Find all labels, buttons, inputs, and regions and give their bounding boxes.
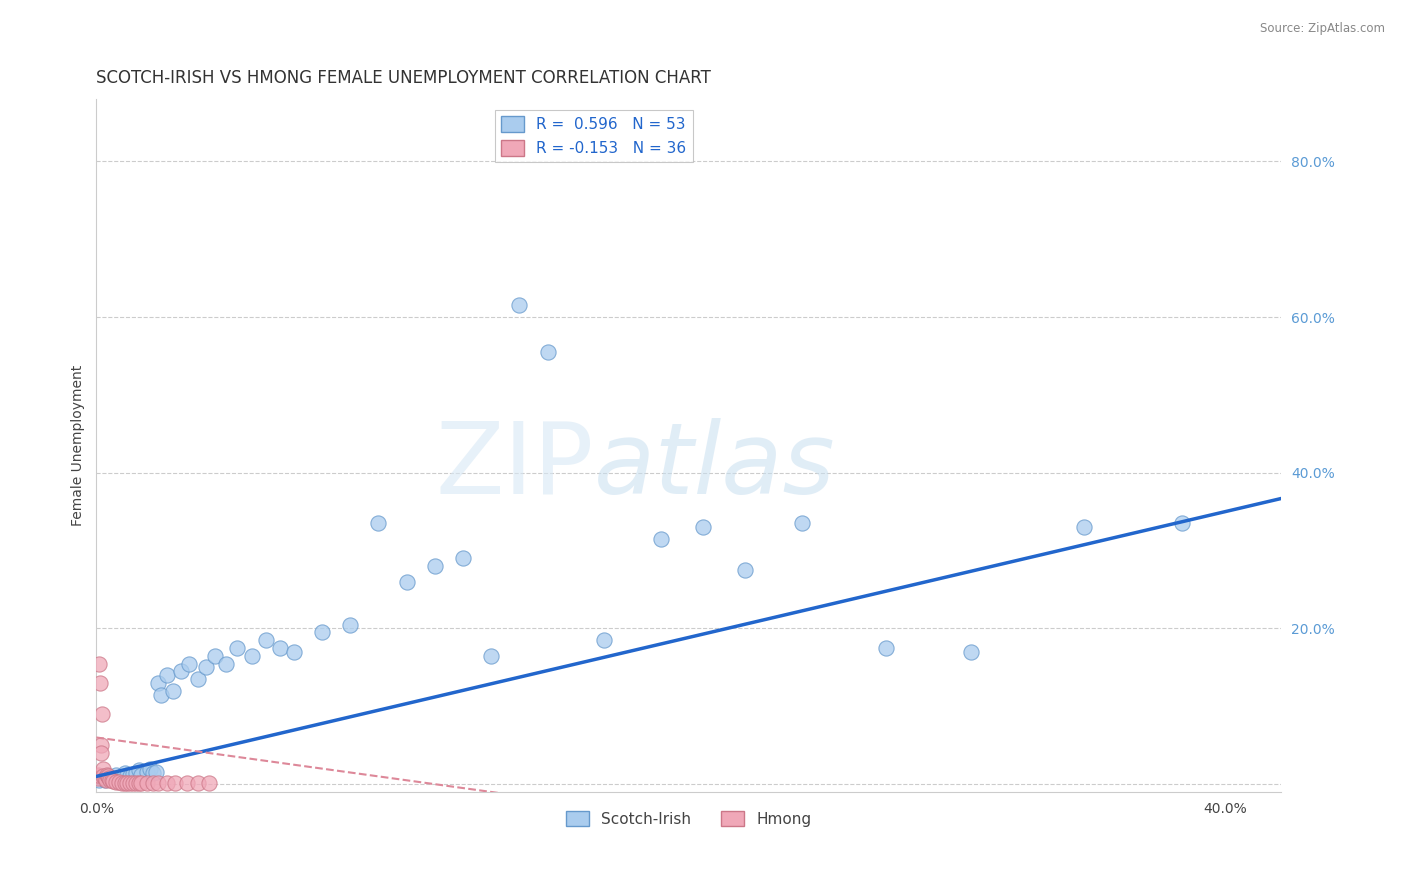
Point (367, 516, 389, 531)
Point (136, 775, 159, 789)
Point (187, 672, 209, 686)
Point (90, 738, 112, 752)
Point (187, 775, 209, 789)
Legend: Scotch-Irish, Hmong: Scotch-Irish, Hmong (560, 805, 818, 833)
Point (650, 532, 672, 546)
Point (114, 765, 136, 780)
Point (198, 775, 221, 789)
Point (240, 648, 263, 663)
Point (122, 767, 145, 781)
Point (148, 676, 170, 690)
Point (128, 763, 150, 777)
Point (98, 771, 121, 785)
Point (593, 633, 616, 648)
Point (311, 625, 333, 640)
Point (103, 774, 125, 789)
Point (692, 520, 714, 534)
Y-axis label: Female Unemployment: Female Unemployment (72, 365, 86, 526)
Point (87, 771, 110, 785)
Point (91, 762, 114, 776)
Point (734, 563, 756, 577)
Point (120, 775, 142, 789)
Point (176, 775, 198, 789)
Point (101, 773, 124, 788)
Point (117, 768, 139, 782)
Point (91, 771, 114, 785)
Point (1171, 516, 1194, 531)
Point (142, 766, 165, 780)
Point (479, 648, 502, 663)
Point (131, 768, 153, 782)
Point (86, 769, 108, 783)
Point (339, 617, 361, 632)
Point (165, 775, 187, 789)
Point (226, 640, 249, 655)
Point (100, 770, 122, 784)
Point (204, 648, 226, 663)
Point (93, 769, 115, 783)
Point (131, 775, 153, 789)
Point (97, 769, 120, 783)
Text: SCOTCH-IRISH VS HMONG FEMALE UNEMPLOYMENT CORRELATION CHART: SCOTCH-IRISH VS HMONG FEMALE UNEMPLOYMEN… (97, 69, 711, 87)
Point (111, 775, 134, 789)
Point (423, 559, 446, 574)
Point (89, 657, 111, 671)
Point (100, 772, 122, 787)
Point (170, 665, 193, 679)
Point (790, 516, 813, 531)
Point (114, 775, 136, 789)
Point (103, 772, 125, 786)
Point (128, 775, 150, 789)
Text: ZIP: ZIP (436, 417, 593, 515)
Point (90, 746, 112, 760)
Point (283, 645, 305, 659)
Point (97, 769, 120, 783)
Point (91, 707, 114, 722)
Point (105, 775, 128, 789)
Point (269, 640, 291, 655)
Point (94, 772, 117, 787)
Point (195, 660, 218, 674)
Point (537, 345, 560, 359)
Text: Source: ZipAtlas.com: Source: ZipAtlas.com (1260, 22, 1385, 36)
Point (111, 769, 134, 783)
Point (139, 762, 162, 776)
Point (156, 775, 179, 789)
Point (89, 676, 111, 690)
Point (179, 657, 201, 671)
Point (215, 657, 238, 671)
Point (120, 769, 142, 783)
Point (875, 640, 897, 655)
Point (960, 645, 983, 659)
Point (125, 775, 148, 789)
Point (105, 768, 128, 782)
Point (145, 764, 167, 779)
Point (254, 633, 277, 648)
Point (108, 775, 131, 789)
Point (94, 771, 117, 785)
Point (150, 688, 173, 702)
Point (142, 775, 165, 789)
Point (125, 765, 148, 780)
Point (162, 683, 184, 698)
Point (89, 773, 111, 788)
Point (156, 668, 179, 682)
Point (117, 775, 139, 789)
Point (96, 768, 118, 782)
Point (395, 574, 418, 589)
Point (451, 551, 474, 566)
Point (108, 771, 131, 785)
Point (87, 768, 110, 782)
Point (94, 772, 117, 787)
Point (148, 775, 170, 789)
Point (122, 775, 145, 789)
Point (1073, 520, 1095, 534)
Point (136, 764, 159, 779)
Text: atlas: atlas (593, 417, 835, 515)
Point (508, 298, 530, 312)
